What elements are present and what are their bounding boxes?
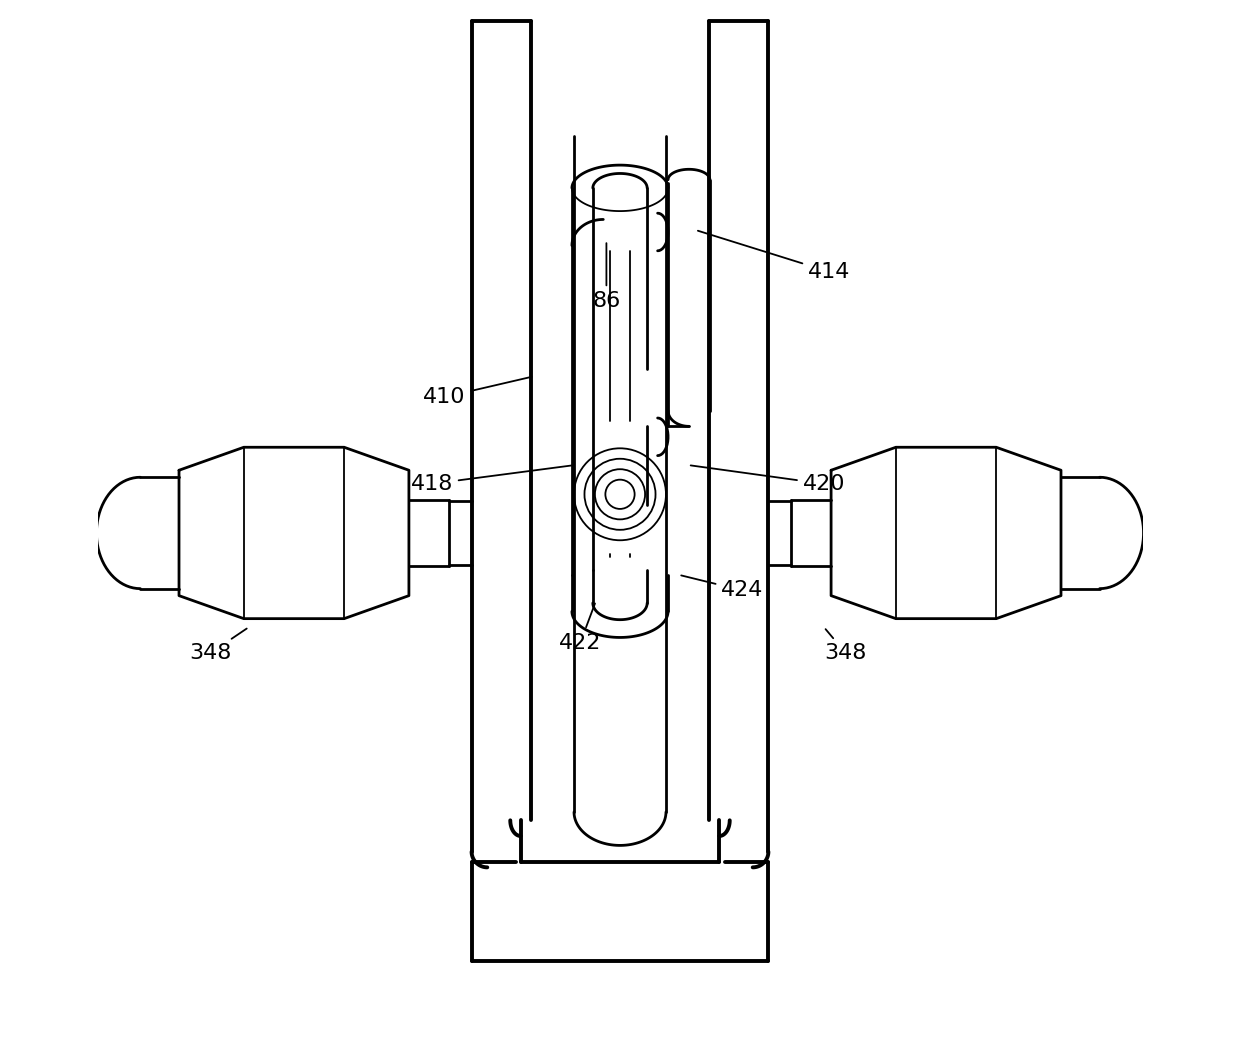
Text: 410: 410	[423, 377, 532, 408]
Text: 86: 86	[593, 243, 620, 311]
Text: 420: 420	[691, 465, 844, 494]
Text: 418: 418	[410, 465, 573, 494]
Text: 414: 414	[698, 231, 851, 282]
Text: 348: 348	[825, 629, 867, 664]
Text: 424: 424	[681, 576, 764, 601]
Text: 422: 422	[559, 603, 601, 653]
Text: 348: 348	[190, 628, 247, 664]
